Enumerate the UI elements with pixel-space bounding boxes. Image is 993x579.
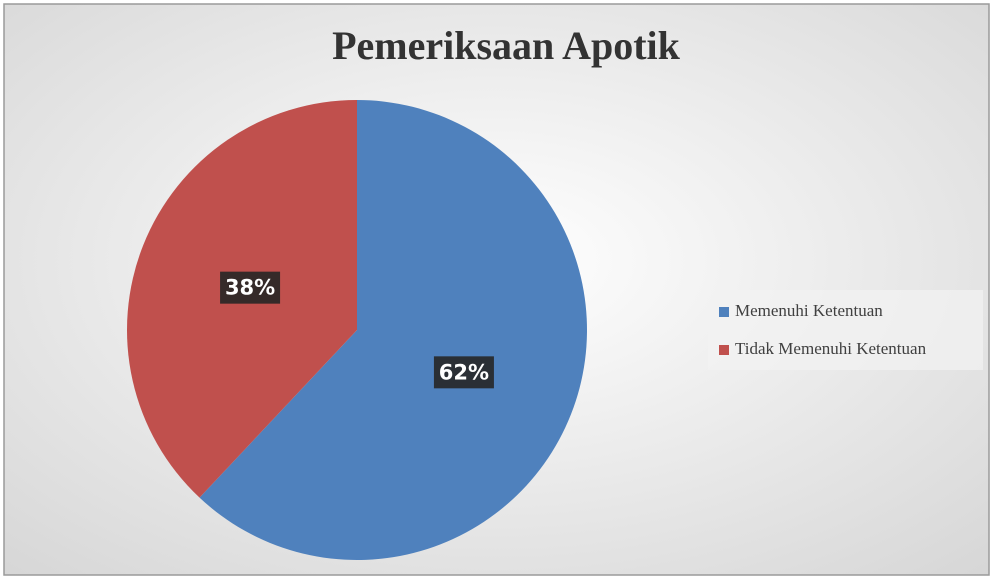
legend-box	[708, 290, 983, 370]
pie-slice	[199, 100, 588, 560]
chart-title: Pemeriksaan Apotik	[332, 23, 681, 68]
data-label-box	[220, 271, 281, 304]
legend-swatch	[719, 345, 729, 355]
data-label: 62%	[439, 360, 489, 384]
data-label-box	[433, 356, 494, 389]
legend-label: Memenuhi Ketentuan	[735, 301, 883, 320]
legend-swatch	[719, 307, 729, 317]
data-label: 38%	[225, 276, 275, 300]
legend-label: Tidak Memenuhi Ketentuan	[735, 339, 927, 358]
